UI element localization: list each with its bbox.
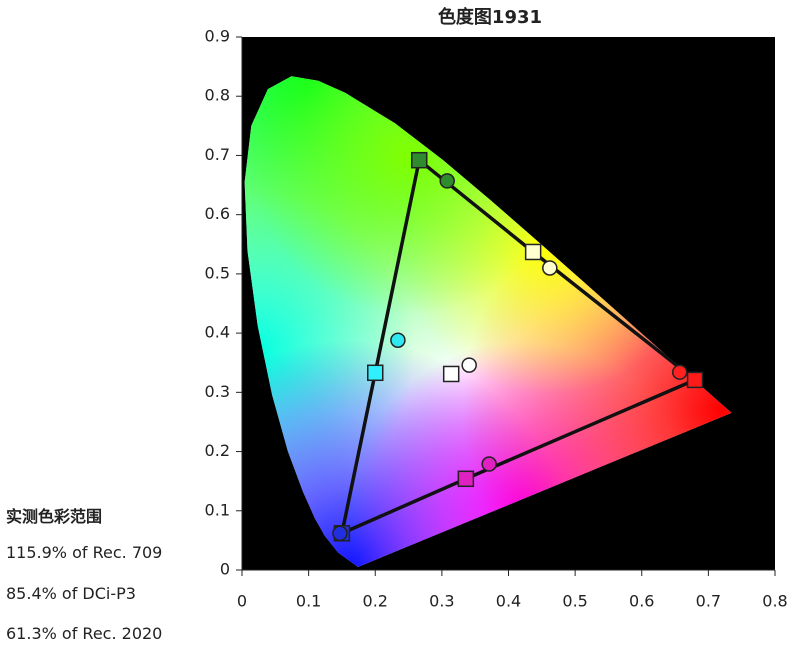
- measured-point: [671, 364, 688, 380]
- measured-point: [542, 260, 558, 276]
- target-point: [367, 364, 384, 382]
- y-tick-label: 0.5: [205, 263, 230, 282]
- gamut-line: 61.3% of Rec. 2020: [6, 624, 163, 643]
- gamut-line: 115.9% of Rec. 709: [6, 543, 163, 562]
- y-tick-label: 0.9: [205, 27, 230, 46]
- y-tick-label: 0.6: [205, 204, 230, 223]
- chart-title: 色度图1931: [438, 6, 542, 28]
- y-tick-label: 0.7: [205, 145, 230, 164]
- gamut-line: 85.4% of DCi-P3: [6, 584, 136, 603]
- y-tick-label: 0.4: [205, 323, 230, 342]
- target-point: [457, 470, 475, 488]
- x-tick-label: 0.6: [629, 592, 654, 611]
- measured-point: [439, 173, 455, 189]
- measured-point: [461, 357, 477, 373]
- x-tick-label: 0.7: [696, 592, 721, 611]
- target-point: [524, 243, 542, 261]
- target-point: [442, 365, 460, 383]
- x-tick-label: 0.2: [363, 592, 388, 611]
- gamut-title: 实测色彩范围: [6, 507, 103, 526]
- x-tick-label: 0.8: [762, 592, 787, 611]
- x-tick-label: 0.4: [496, 592, 521, 611]
- target-point: [686, 371, 704, 389]
- y-tick-label: 0.8: [205, 86, 230, 105]
- y-tick-label: 0.3: [205, 382, 230, 401]
- x-tick-label: 0.5: [562, 592, 587, 611]
- x-tick-label: 0.1: [296, 592, 321, 611]
- y-tick-label: 0: [220, 560, 230, 579]
- y-tick-label: 0.2: [205, 441, 230, 460]
- x-tick-label: 0: [237, 592, 247, 611]
- y-tick-label: 0.1: [205, 500, 230, 519]
- measured-point: [332, 525, 348, 542]
- measured-point: [481, 456, 497, 472]
- target-point: [410, 151, 428, 169]
- x-tick-label: 0.3: [429, 592, 454, 611]
- measured-point: [390, 332, 406, 348]
